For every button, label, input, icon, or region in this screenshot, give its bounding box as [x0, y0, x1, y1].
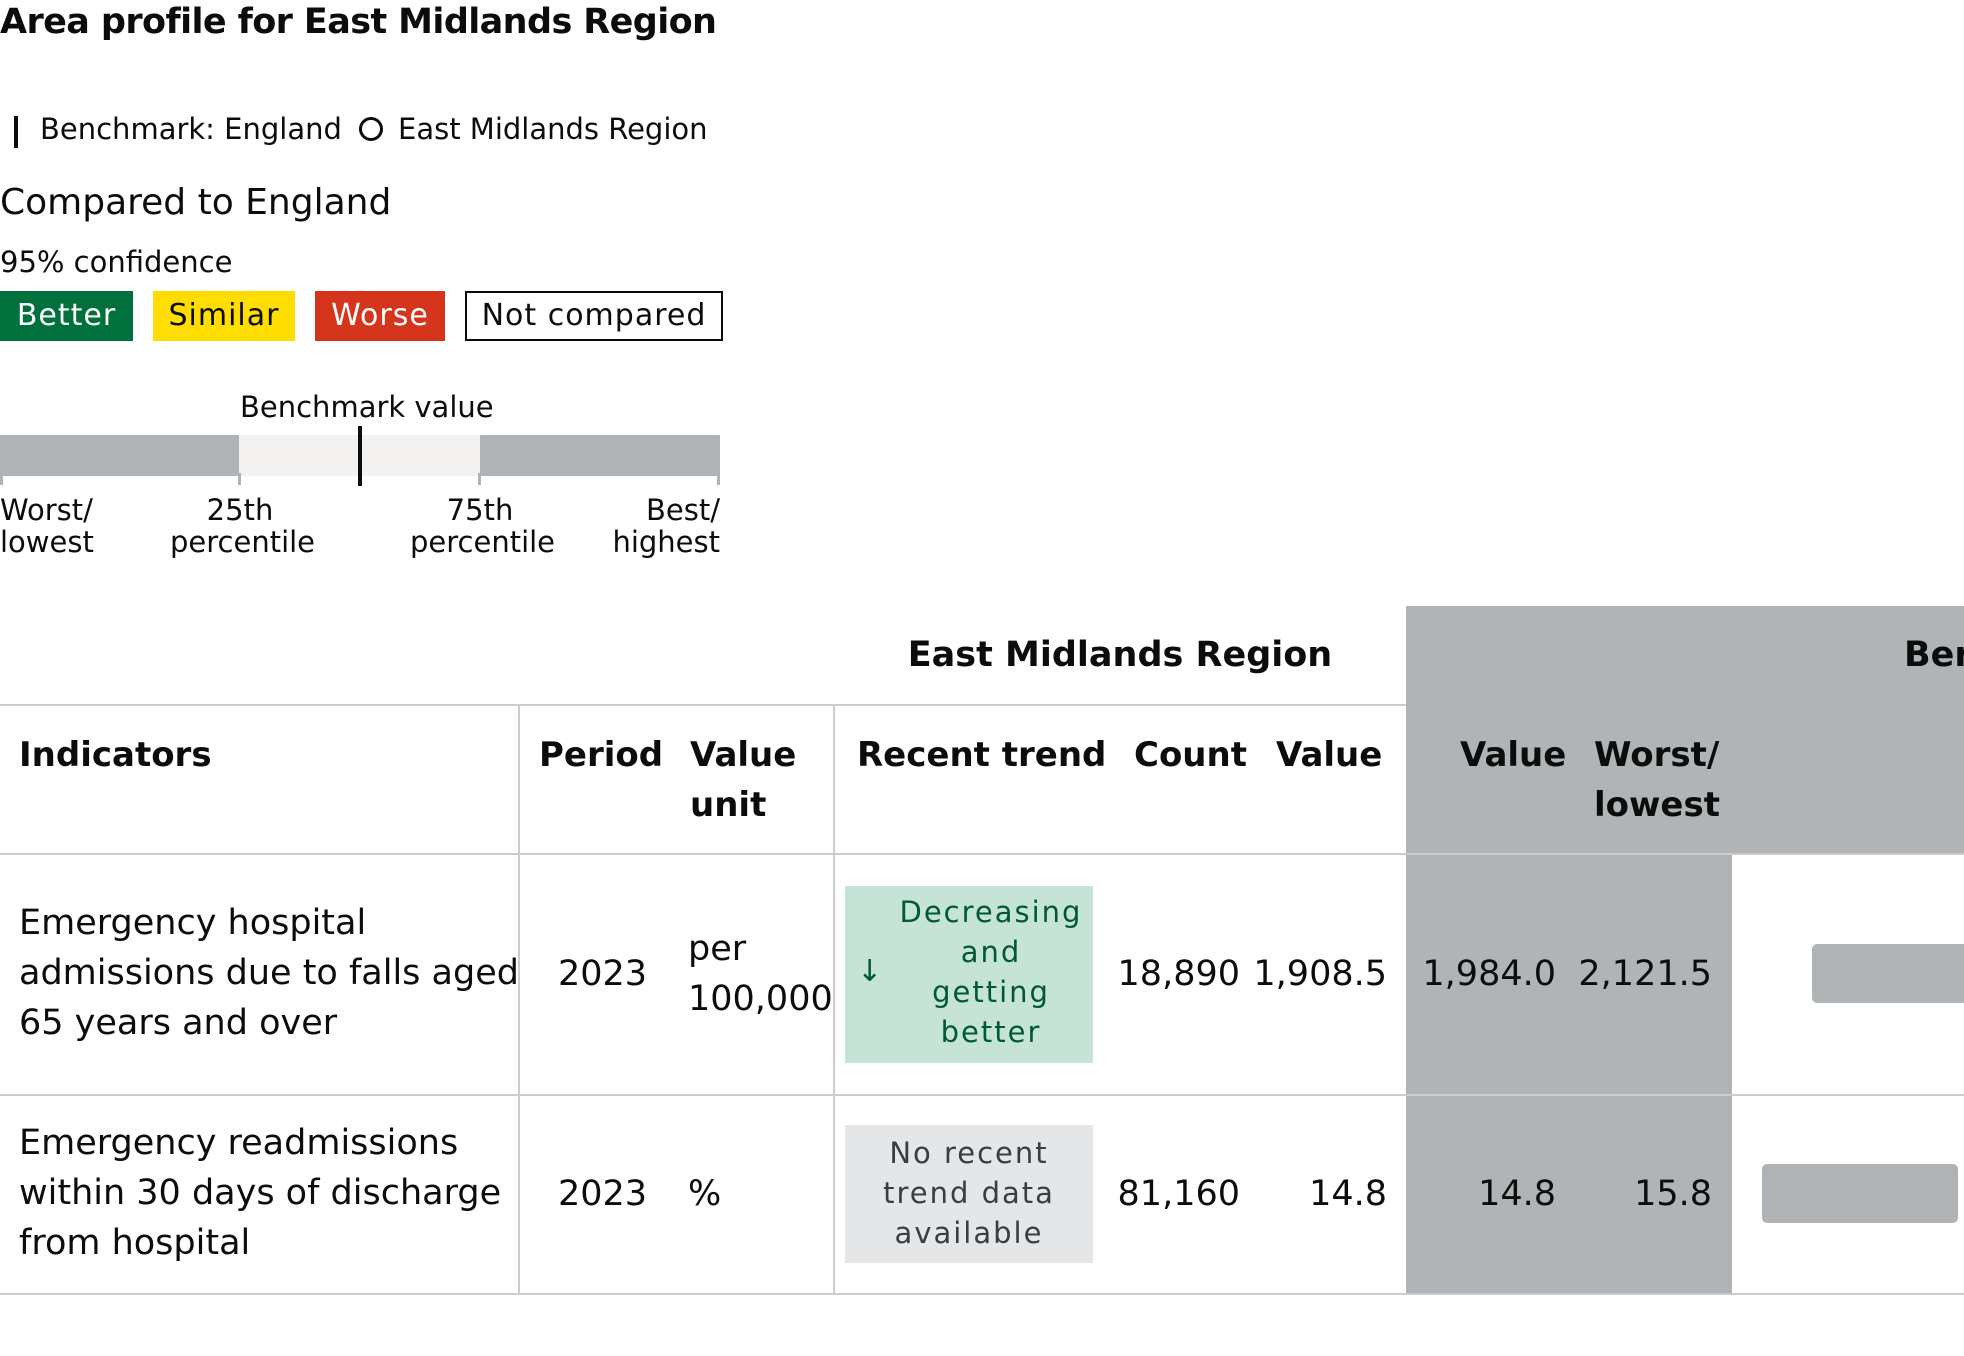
period-cell: 2023 — [558, 1174, 648, 1214]
table-divider — [518, 704, 520, 1294]
benchmark-header-bg — [1406, 606, 1964, 854]
table-divider — [833, 704, 835, 1294]
compared-heading: Compared to England — [0, 182, 392, 223]
benchmark-marker — [358, 426, 362, 486]
benchmark-worst-cell: 15.8 — [1634, 1174, 1712, 1214]
confidence-label: 95% confidence — [0, 245, 233, 279]
spine-label-worst: Worst/lowest — [0, 493, 94, 559]
benchmark-legend-label: Benchmark: England — [40, 112, 342, 146]
spine-worst-quartile — [0, 435, 239, 476]
spine-tick — [478, 473, 481, 485]
table-rule — [0, 704, 1406, 706]
benchmark-value-cell: 14.8 — [1478, 1174, 1556, 1214]
spine-bar — [1762, 1164, 1958, 1223]
spine-tick — [717, 473, 720, 485]
header-indicators: Indicators — [19, 735, 212, 775]
period-cell: 2023 — [558, 954, 648, 994]
header-recent-trend: Recent trend — [857, 735, 1107, 775]
spine-best-quartile — [480, 435, 720, 476]
arrow-down-icon: ↓ — [857, 954, 883, 989]
count-cell: 81,160 — [1117, 1174, 1240, 1214]
header-value: Value — [1276, 735, 1383, 775]
table-rule — [0, 1293, 1964, 1295]
header-value-unit: Value unit — [690, 735, 797, 825]
similar-badge: Similar — [153, 291, 295, 341]
benchmark-line-icon — [14, 116, 18, 148]
trend-badge: No recent trend data available — [845, 1125, 1093, 1263]
not-compared-badge: Not compared — [465, 291, 723, 341]
area-legend-label: East Midlands Region — [398, 112, 708, 146]
area-circle-icon — [359, 117, 383, 141]
benchmark-column-bg — [1406, 854, 1732, 1294]
header-count: Count — [1134, 735, 1247, 775]
trend-badge: ↓ Decreasing and getting better — [845, 886, 1093, 1063]
spine-tick — [0, 473, 3, 485]
table-rule — [0, 853, 1964, 855]
benchmark-value-label: Benchmark value — [240, 390, 494, 424]
spine-bar — [1812, 944, 1964, 1003]
header-benchmark-value: Value — [1460, 735, 1567, 775]
indicator-name: Emergency hospital admissions due to fal… — [19, 903, 519, 1043]
spine-tick — [238, 473, 241, 485]
better-badge: Better — [0, 291, 133, 341]
spine-label-75th: 75th percentile — [410, 493, 556, 559]
header-benchmark-worst: Worst/lowest — [1594, 735, 1720, 825]
area-group-header: East Midlands Region — [907, 635, 1333, 675]
value-unit-cell: % — [688, 1174, 722, 1214]
page-title: Area profile for East Midlands Region — [0, 2, 717, 42]
value-unit-cell: per 100,000 — [688, 929, 833, 1019]
header-period: Period — [539, 735, 664, 775]
table-rule — [0, 1094, 1964, 1096]
benchmark-value-cell: 1,984.0 — [1422, 954, 1556, 994]
value-cell: 1,908.5 — [1253, 954, 1387, 994]
spine-label-25th: 25th percentile — [170, 493, 316, 559]
value-cell: 14.8 — [1309, 1174, 1387, 1214]
count-cell: 18,890 — [1117, 954, 1240, 994]
benchmark-group-header: Ber — [1904, 635, 1964, 675]
benchmark-worst-cell: 2,121.5 — [1578, 954, 1712, 994]
worse-badge: Worse — [315, 291, 445, 341]
indicator-name: Emergency readmissions within 30 days of… — [19, 1123, 502, 1263]
spine-label-best: Best/highest — [612, 493, 720, 559]
